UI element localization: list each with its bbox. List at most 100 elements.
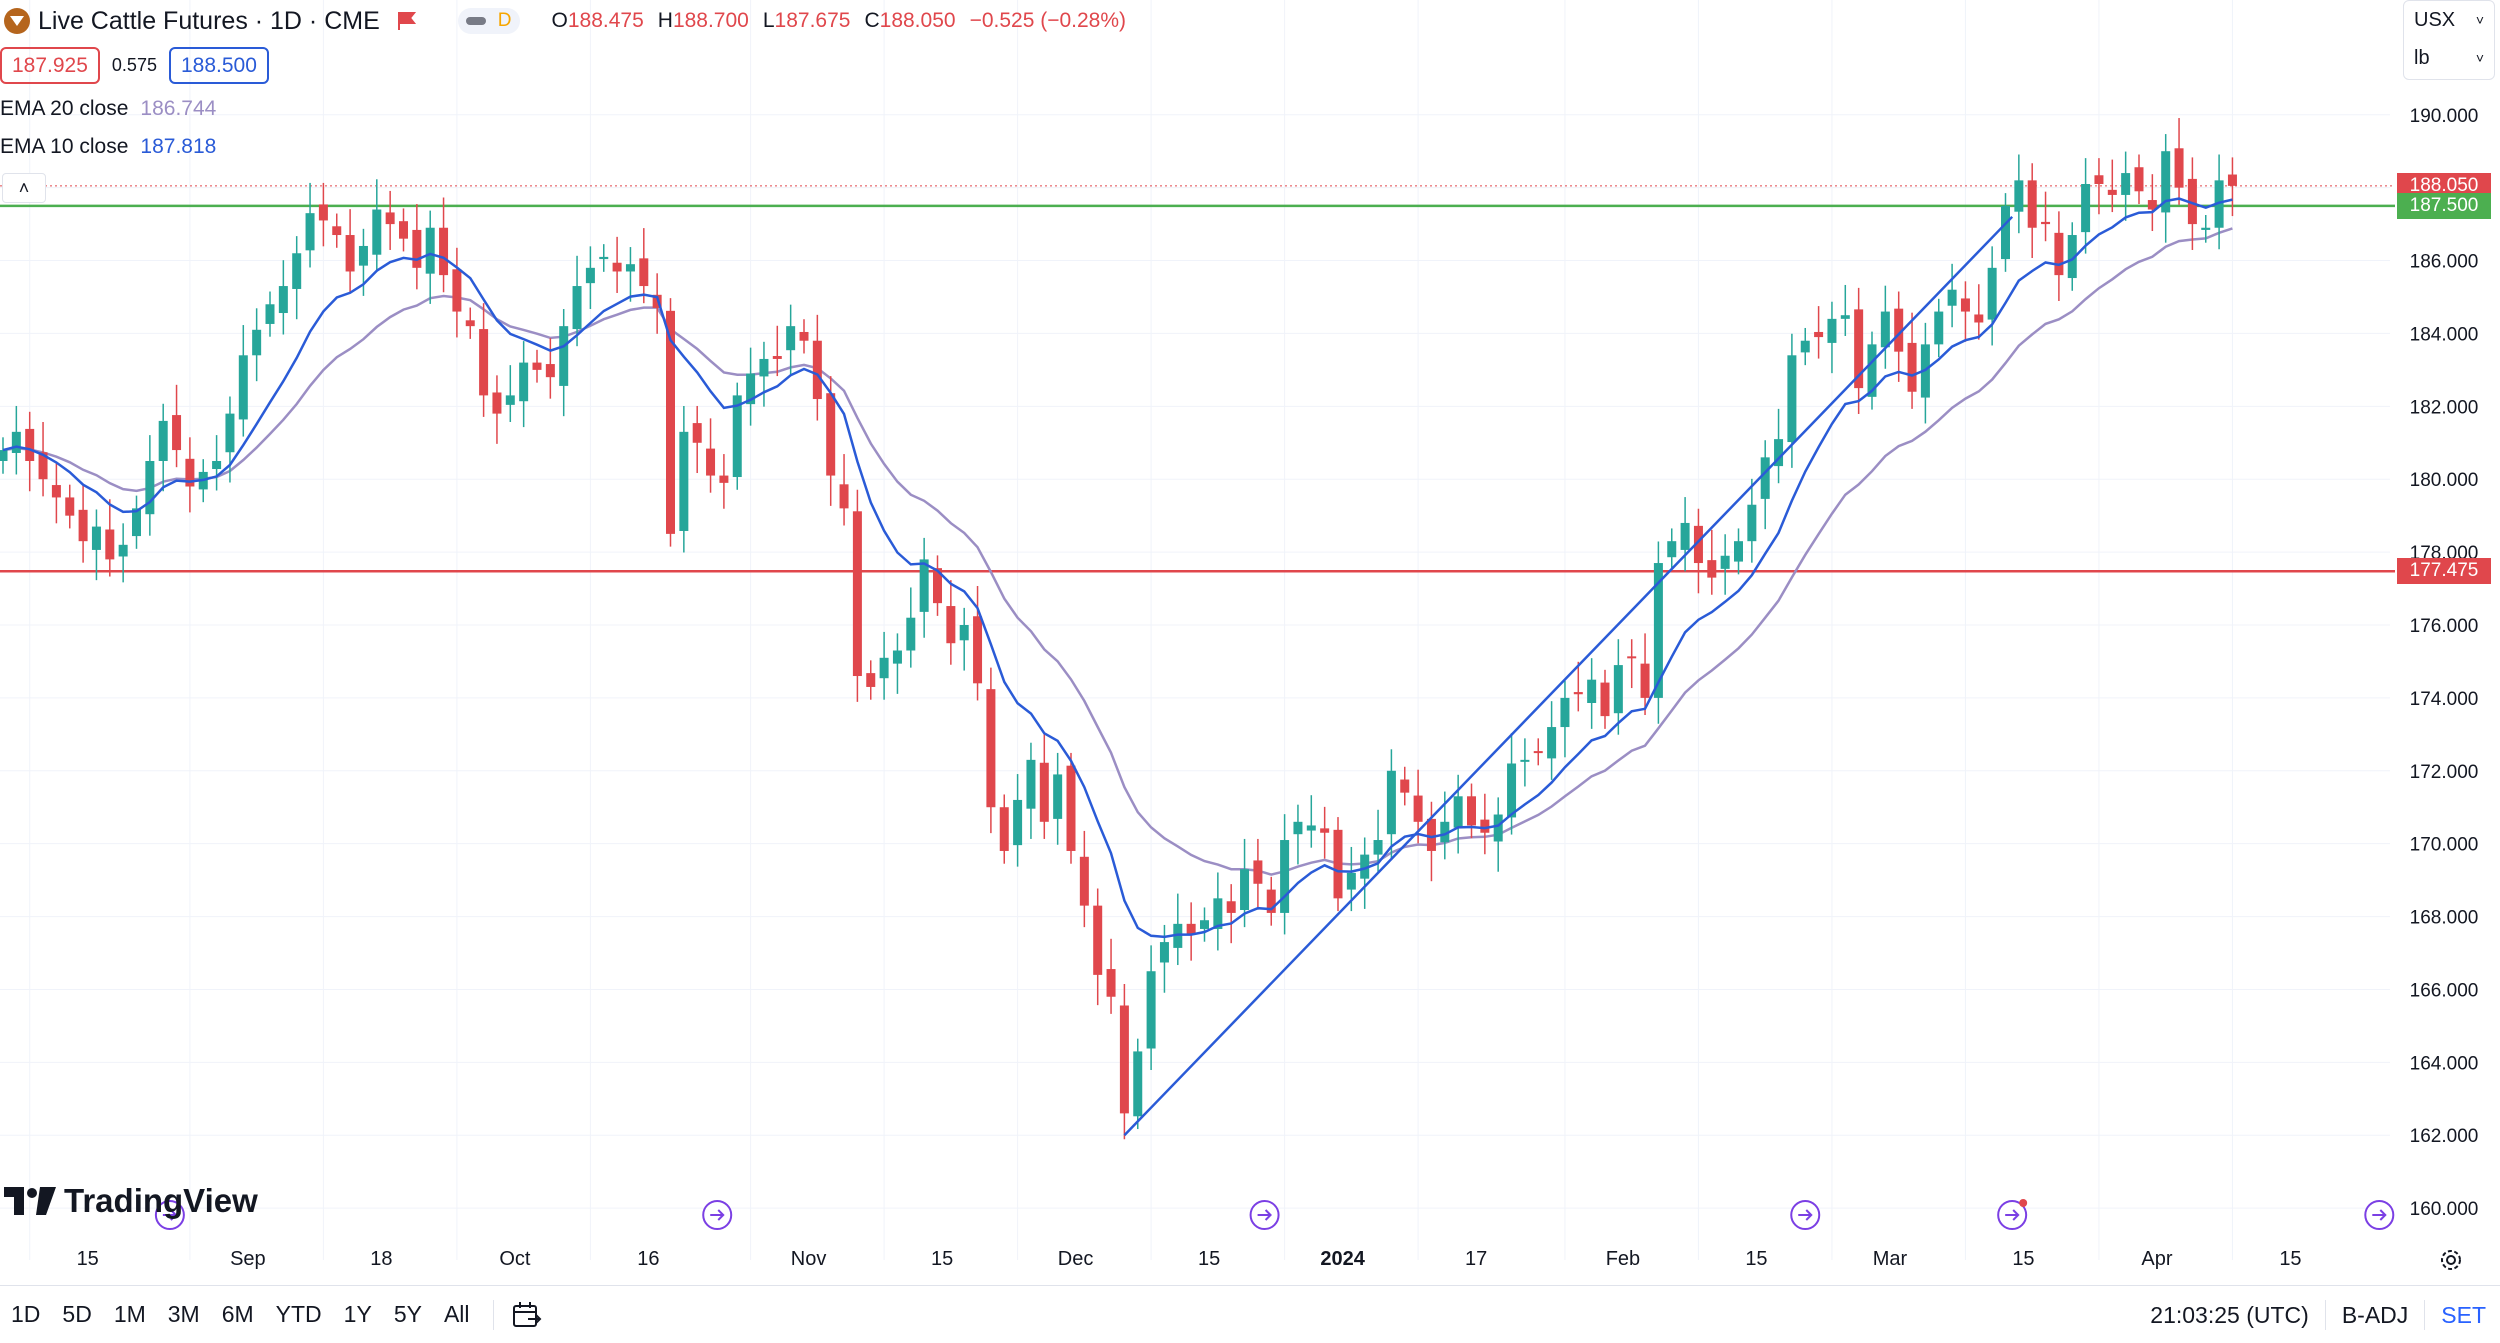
event-marker-icon[interactable] xyxy=(1249,1200,1280,1230)
symbol-title[interactable]: Live Cattle Futures · 1D · CME xyxy=(38,6,380,35)
candle xyxy=(986,667,996,834)
candle-body xyxy=(225,413,235,453)
candle-body xyxy=(1907,342,1917,392)
event-marker-arrow xyxy=(1798,1209,1813,1221)
y-tick-label: 180.000 xyxy=(2410,470,2479,491)
timeframe-1m-button[interactable]: 1M xyxy=(113,1301,146,1327)
candle xyxy=(892,633,902,694)
candle-body xyxy=(545,364,555,378)
candle xyxy=(599,244,609,272)
candle xyxy=(719,454,729,509)
timeframe-1d-button[interactable]: 1D xyxy=(11,1301,41,1327)
candle-body xyxy=(692,423,702,443)
candle xyxy=(612,236,622,293)
candle xyxy=(1854,287,1864,414)
candle-body xyxy=(1240,869,1250,911)
candle xyxy=(679,405,689,553)
buy-button[interactable]: 188.500 xyxy=(168,47,269,84)
candle xyxy=(212,435,222,491)
x-tick-label: Nov xyxy=(791,1248,827,1270)
candle xyxy=(225,396,235,483)
candle xyxy=(505,365,515,422)
event-marker-icon[interactable] xyxy=(1997,1199,2028,1230)
utc-clock[interactable]: 21:03:25 (UTC) xyxy=(2150,1301,2309,1328)
tradingview-logo[interactable]: TradingView xyxy=(4,1182,258,1220)
symbol-logo-icon[interactable] xyxy=(4,8,30,34)
legend-ema20[interactable]: EMA 20 close 186.744 xyxy=(0,97,216,121)
candle-body xyxy=(2001,205,2010,260)
event-marker-icon[interactable] xyxy=(1790,1200,1821,1230)
y-tick-label: 170.000 xyxy=(2410,835,2479,856)
candle-body xyxy=(185,458,195,487)
candle xyxy=(692,405,702,474)
calendar-goto-icon[interactable] xyxy=(510,1299,542,1331)
timeframe-1y-button[interactable]: 1Y xyxy=(343,1301,372,1327)
timeframe-5y-button[interactable]: 5Y xyxy=(393,1301,422,1327)
candle xyxy=(999,794,1009,864)
candle xyxy=(185,437,195,513)
support-price-label: 177.475 xyxy=(2397,558,2491,585)
candle-body xyxy=(1760,457,1770,499)
candle xyxy=(385,190,395,250)
ohlc-key: C xyxy=(864,9,880,32)
candle xyxy=(1293,804,1303,865)
adjustment-toggle[interactable]: B-ADJ xyxy=(2341,1301,2409,1328)
candle-body xyxy=(919,559,929,612)
y-tick-label: 164.000 xyxy=(2410,1053,2479,1074)
unit-select[interactable]: lb ˅ xyxy=(2404,39,2494,77)
candle-body xyxy=(973,616,983,684)
event-marker-icon[interactable] xyxy=(154,1200,185,1230)
legend-ema10[interactable]: EMA 10 close 187.818 xyxy=(0,135,216,159)
delayed-badge: D xyxy=(497,10,512,31)
event-marker-dot xyxy=(2019,1199,2028,1207)
timeframe-5d-button[interactable]: 5D xyxy=(62,1301,92,1327)
unit-selector[interactable]: USX ˅ lb ˅ xyxy=(2403,0,2495,80)
candle-body xyxy=(492,392,502,414)
toolbar-divider xyxy=(2424,1300,2426,1330)
event-marker-icon[interactable] xyxy=(2364,1200,2395,1230)
candle-body xyxy=(519,362,529,402)
y-tick-label: 174.000 xyxy=(2410,689,2479,710)
settings-gear-icon[interactable] xyxy=(2437,1246,2465,1274)
session-toggle[interactable]: SET xyxy=(2441,1301,2486,1328)
timeframe-6m-button[interactable]: 6M xyxy=(221,1301,254,1327)
candle-body xyxy=(51,485,61,498)
timeframe-3m-button[interactable]: 3M xyxy=(167,1301,200,1327)
candle xyxy=(1667,528,1677,570)
candle-body xyxy=(866,673,876,687)
candle-body xyxy=(2201,227,2211,230)
candle-body xyxy=(278,286,288,314)
candle xyxy=(946,580,956,665)
timeframe-ytd-button[interactable]: YTD xyxy=(275,1301,322,1327)
x-tick-label: 15 xyxy=(931,1248,953,1270)
chevron-down-icon: ˅ xyxy=(2475,50,2484,66)
candle xyxy=(1280,814,1290,935)
candle-body xyxy=(1293,821,1303,835)
x-tick-label: Feb xyxy=(1606,1248,1640,1270)
candle-body xyxy=(1560,697,1570,728)
x-tick-label: 17 xyxy=(1465,1248,1487,1270)
candle-body xyxy=(1787,355,1797,443)
ema20-line xyxy=(2,227,2233,876)
candle-body xyxy=(1840,315,1850,319)
candle xyxy=(1213,872,1223,951)
timeframe-all-button[interactable]: All xyxy=(443,1301,470,1327)
market-status-pill[interactable]: D xyxy=(457,8,520,34)
currency-select[interactable]: USX ˅ xyxy=(2404,1,2494,39)
candle xyxy=(585,246,595,310)
sell-button[interactable]: 187.925 xyxy=(0,47,100,84)
price-chart[interactable]: 160.000 162.000 164.000 166.000 168.000 170.0… xyxy=(0,0,2500,1285)
candle xyxy=(1200,907,1209,942)
candle xyxy=(238,325,248,437)
candle-body xyxy=(1159,942,1169,963)
candle-body xyxy=(679,431,689,531)
event-marker-icon[interactable] xyxy=(702,1200,733,1230)
candle-body xyxy=(1333,829,1343,899)
candle-body xyxy=(1613,665,1623,714)
candle xyxy=(572,255,582,347)
candle-body xyxy=(1386,770,1396,835)
flag-icon[interactable] xyxy=(396,10,418,32)
candle-body xyxy=(946,606,956,644)
collapse-legend-button[interactable]: ˄ xyxy=(2,173,46,203)
candle xyxy=(1173,893,1183,966)
